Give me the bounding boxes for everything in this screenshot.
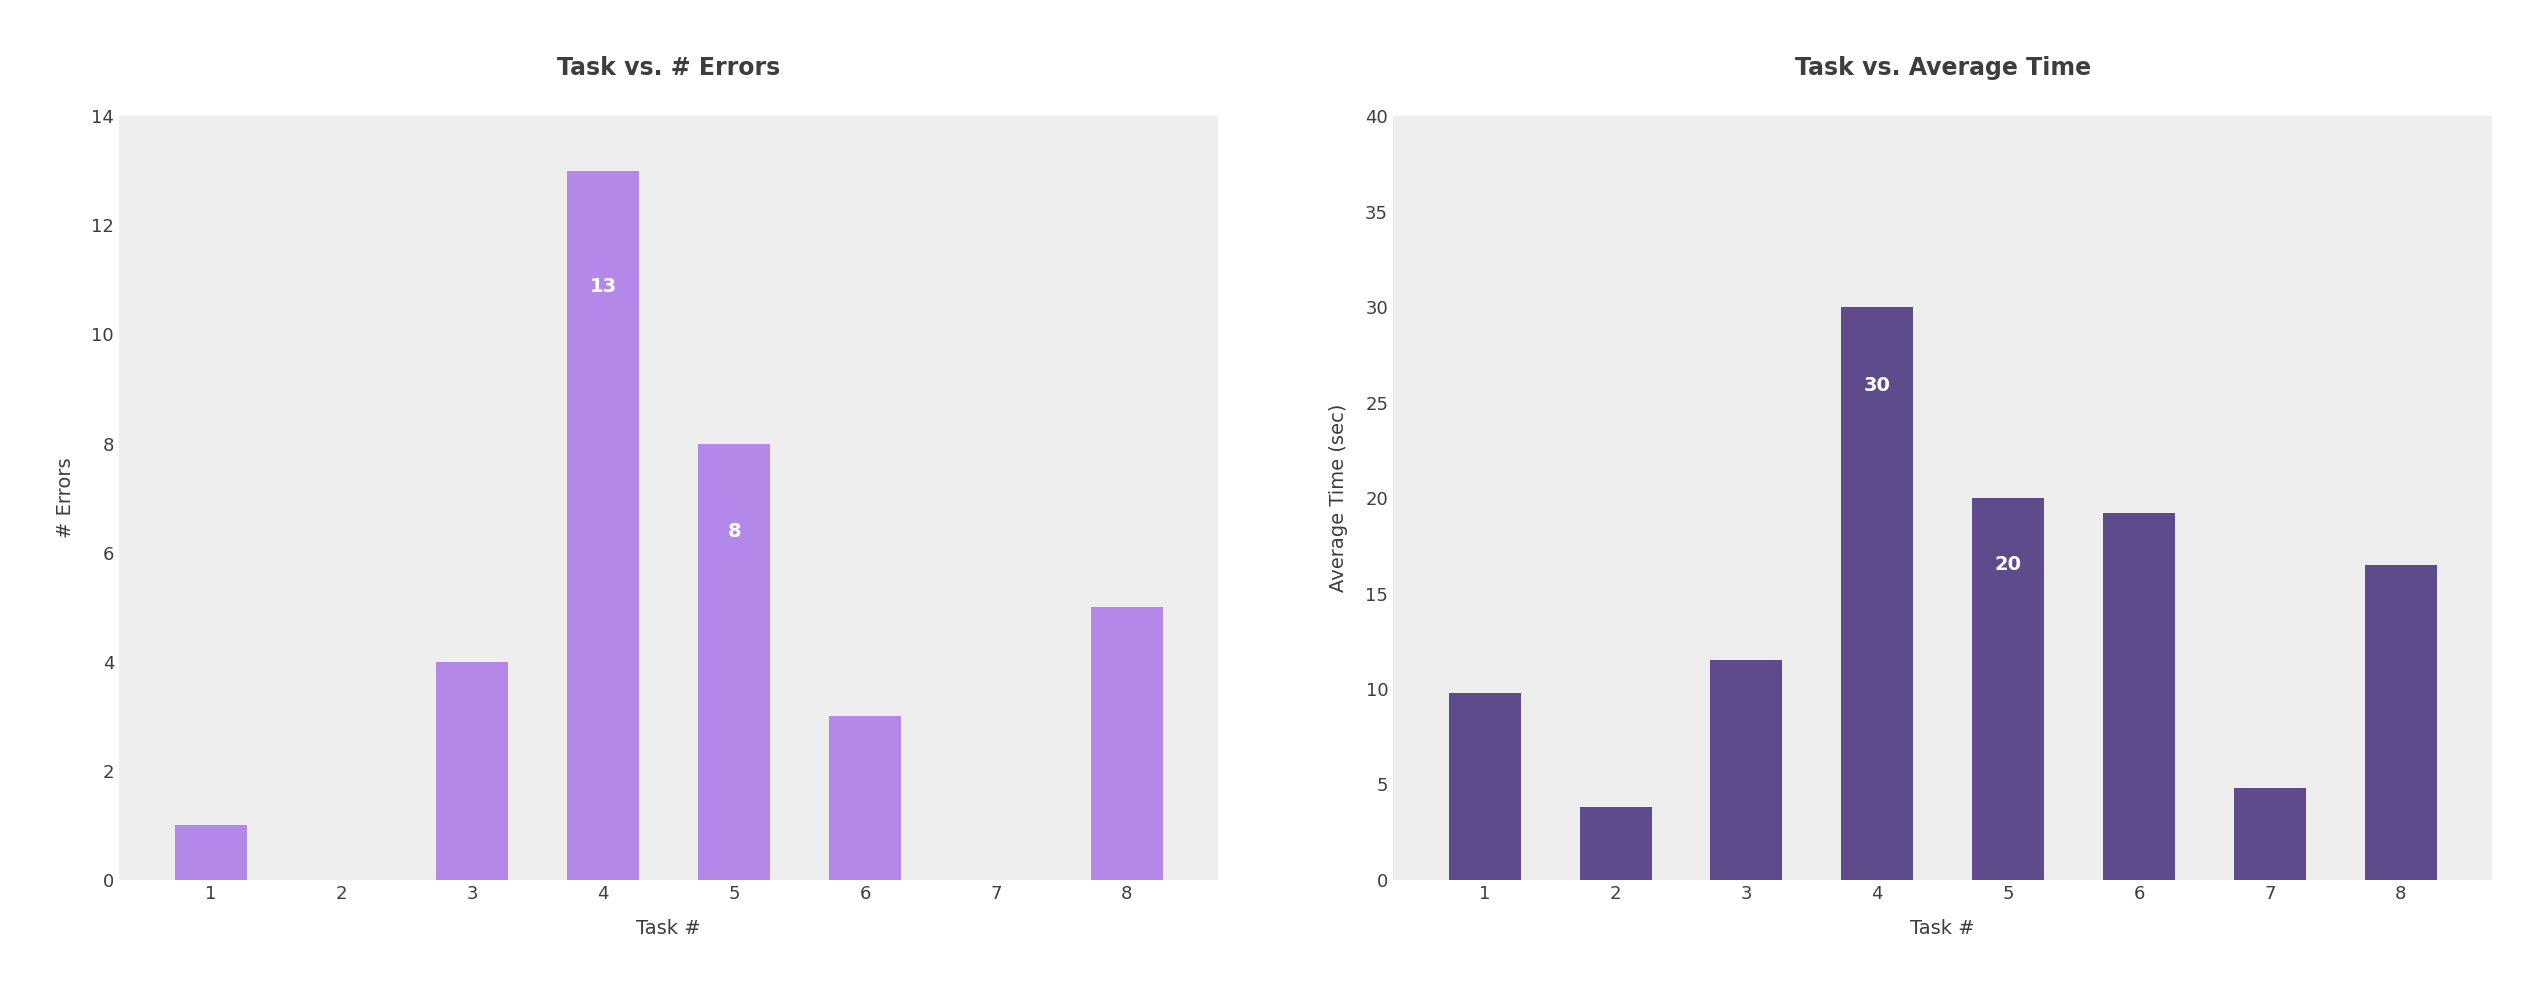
Text: 13: 13	[589, 277, 617, 296]
Bar	[1842, 307, 1914, 880]
Bar	[828, 717, 902, 880]
X-axis label: Task #: Task #	[637, 919, 701, 938]
Text: 8: 8	[726, 522, 741, 541]
Bar	[2102, 513, 2176, 880]
X-axis label: Task #: Task #	[1911, 919, 1975, 938]
Bar	[698, 443, 769, 880]
Bar	[2235, 788, 2306, 880]
Bar	[176, 825, 247, 880]
Title: Task vs. # Errors: Task vs. # Errors	[558, 56, 780, 80]
Bar	[1091, 607, 1162, 880]
Text: 30: 30	[1863, 376, 1891, 395]
Bar	[436, 662, 510, 880]
Bar	[1972, 498, 2043, 880]
Bar	[1710, 660, 1784, 880]
Bar	[2365, 565, 2436, 880]
Bar	[568, 171, 640, 880]
Bar	[1580, 807, 1651, 880]
Y-axis label: Average Time (sec): Average Time (sec)	[1330, 404, 1348, 592]
Text: 20: 20	[1995, 556, 2021, 575]
Bar	[1450, 693, 1521, 880]
Y-axis label: # Errors: # Errors	[56, 458, 74, 539]
Title: Task vs. Average Time: Task vs. Average Time	[1794, 56, 2092, 80]
